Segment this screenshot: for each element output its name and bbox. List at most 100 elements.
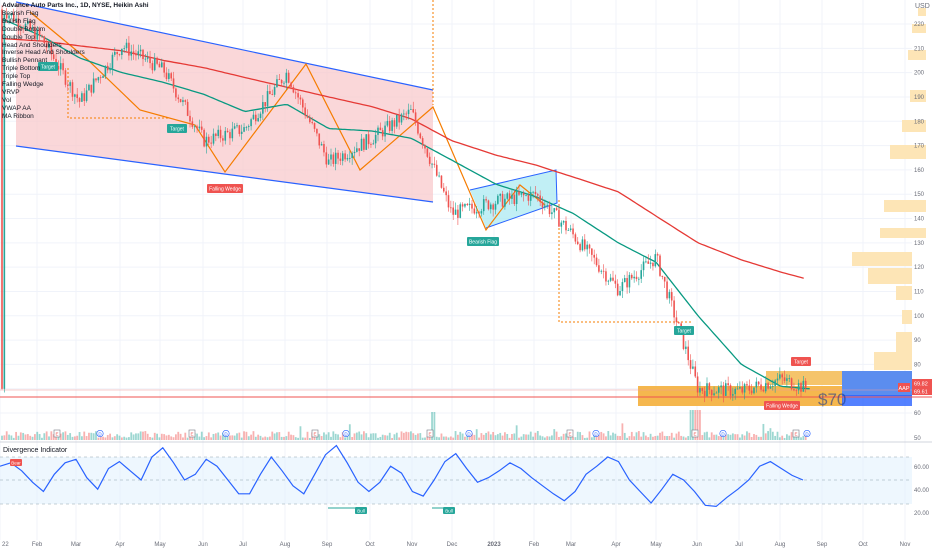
- volume-bar: [149, 436, 151, 440]
- volume-bar: [95, 431, 97, 440]
- candle-body: [400, 114, 403, 123]
- dividend-marker[interactable]: D: [803, 429, 811, 437]
- candle-body: [22, 28, 24, 30]
- volume-bar: [635, 432, 638, 440]
- dividend-marker[interactable]: D: [465, 429, 473, 437]
- candle-body: [753, 387, 755, 394]
- indicator-legend[interactable]: Advance Auto Parts Inc., 1D, NYSE, Heiki…: [2, 2, 149, 121]
- volume-bar: [414, 434, 417, 440]
- volume-bar: [69, 433, 72, 440]
- candle-body: [215, 133, 217, 136]
- candle-body: [645, 261, 647, 263]
- oscillator-axis[interactable]: 60.00 40.00 20.00: [914, 465, 930, 517]
- candle-body: [767, 383, 769, 389]
- dividend-marker[interactable]: D: [342, 429, 350, 437]
- price-axis[interactable]: 220 210 200 190 180 170 160 150 140 130 120 110 100 9…: [914, 22, 925, 442]
- candle-body: [499, 193, 501, 196]
- earnings-marker[interactable]: E: [311, 429, 319, 438]
- volume-bar: [1, 435, 3, 440]
- legend-item[interactable]: VRVP: [2, 88, 20, 96]
- candle-body: [132, 51, 135, 54]
- volume-bar: [753, 434, 755, 440]
- legend-item[interactable]: Double Bottom: [2, 25, 45, 33]
- legend-item[interactable]: Triple Top: [2, 73, 31, 81]
- candle-body: [720, 385, 722, 388]
- oscillator-title[interactable]: Divergence Indicator: [3, 447, 68, 454]
- earnings-marker[interactable]: E: [426, 429, 434, 438]
- dividend-marker[interactable]: D: [719, 429, 727, 437]
- legend-item[interactable]: Bullish Flag: [2, 17, 36, 25]
- volume-bar: [558, 437, 560, 440]
- candle-body: [43, 36, 46, 44]
- candle-body: [285, 72, 288, 83]
- dividend-marker[interactable]: D: [592, 429, 600, 437]
- candle-body: [1, 9, 3, 389]
- legend-item[interactable]: VWAP AA: [2, 104, 31, 112]
- legend-item[interactable]: Double Top: [2, 33, 35, 41]
- legend-item[interactable]: Falling Wedge: [2, 81, 44, 89]
- candle-body: [273, 86, 276, 95]
- volume-bar: [619, 436, 621, 440]
- volume-bar: [55, 435, 57, 440]
- osc-band: [0, 457, 912, 504]
- volume-bar: [88, 432, 90, 440]
- time-axis[interactable]: 22 Feb Mar Apr May Jun Jul Aug Sep Oct Nov Dec 2023 F…: [2, 542, 910, 548]
- candle-body: [156, 57, 158, 64]
- candle-body: [788, 378, 791, 380]
- volume-bar: [511, 434, 513, 440]
- candle-body: [692, 366, 694, 369]
- earnings-marker[interactable]: E: [566, 429, 574, 438]
- candle-body: [59, 63, 62, 70]
- candle-body: [271, 94, 274, 95]
- dividend-marker[interactable]: D: [96, 429, 104, 437]
- legend-item[interactable]: Head And Shoulders: [2, 41, 62, 49]
- volume-bar: [680, 435, 683, 440]
- candle-body: [675, 317, 678, 323]
- volume-bar: [647, 437, 650, 440]
- legend-item[interactable]: Vol: [2, 96, 12, 104]
- earnings-marker[interactable]: E: [792, 429, 800, 438]
- volume-bar: [266, 437, 269, 440]
- candle-body: [356, 148, 358, 152]
- volume-bar: [332, 431, 335, 440]
- svg-text:D: D: [805, 432, 809, 437]
- volume-bar: [769, 428, 772, 440]
- candle-body: [790, 378, 793, 390]
- candle-body: [635, 276, 638, 280]
- legend-item[interactable]: Triple Bottom: [2, 65, 41, 73]
- candle-body: [666, 281, 668, 299]
- legend-item[interactable]: Bearish Flag: [2, 9, 39, 17]
- legend-item[interactable]: Bullish Pennant: [2, 57, 48, 65]
- volume-bar: [325, 434, 328, 440]
- volume-bar: [292, 435, 295, 440]
- legend-item[interactable]: MA Ribbon: [2, 112, 34, 120]
- volume-bar: [576, 431, 579, 440]
- symbol-title[interactable]: Advance Auto Parts Inc., 1D, NYSE, Heiki…: [2, 2, 149, 9]
- x-tick: Jun: [692, 542, 702, 548]
- volume-bar: [386, 435, 389, 440]
- candle-body: [245, 127, 248, 128]
- earnings-marker[interactable]: E: [53, 429, 61, 438]
- candle-body: [153, 57, 156, 71]
- x-tick: Nov: [900, 542, 911, 548]
- badge-target-2: Target: [167, 124, 187, 133]
- candle-body: [678, 322, 680, 324]
- earnings-marker[interactable]: E: [188, 429, 196, 438]
- candle-body: [407, 109, 410, 115]
- volume-bar: [746, 431, 748, 440]
- earnings-marker[interactable]: E: [691, 429, 699, 438]
- candle-body: [706, 383, 708, 397]
- dividend-marker[interactable]: D: [222, 429, 230, 437]
- candle-body: [309, 117, 311, 123]
- volume-bar: [661, 431, 664, 440]
- volume-bar: [113, 436, 116, 440]
- volume-bar: [151, 437, 154, 440]
- candle-body: [104, 65, 107, 77]
- candle-body: [532, 191, 534, 193]
- candle-body: [687, 346, 689, 361]
- volume-bar: [355, 432, 358, 440]
- candle-body: [247, 126, 250, 128]
- candle-body: [170, 73, 172, 79]
- legend-item[interactable]: Inverse Head And Shoulders: [2, 49, 85, 57]
